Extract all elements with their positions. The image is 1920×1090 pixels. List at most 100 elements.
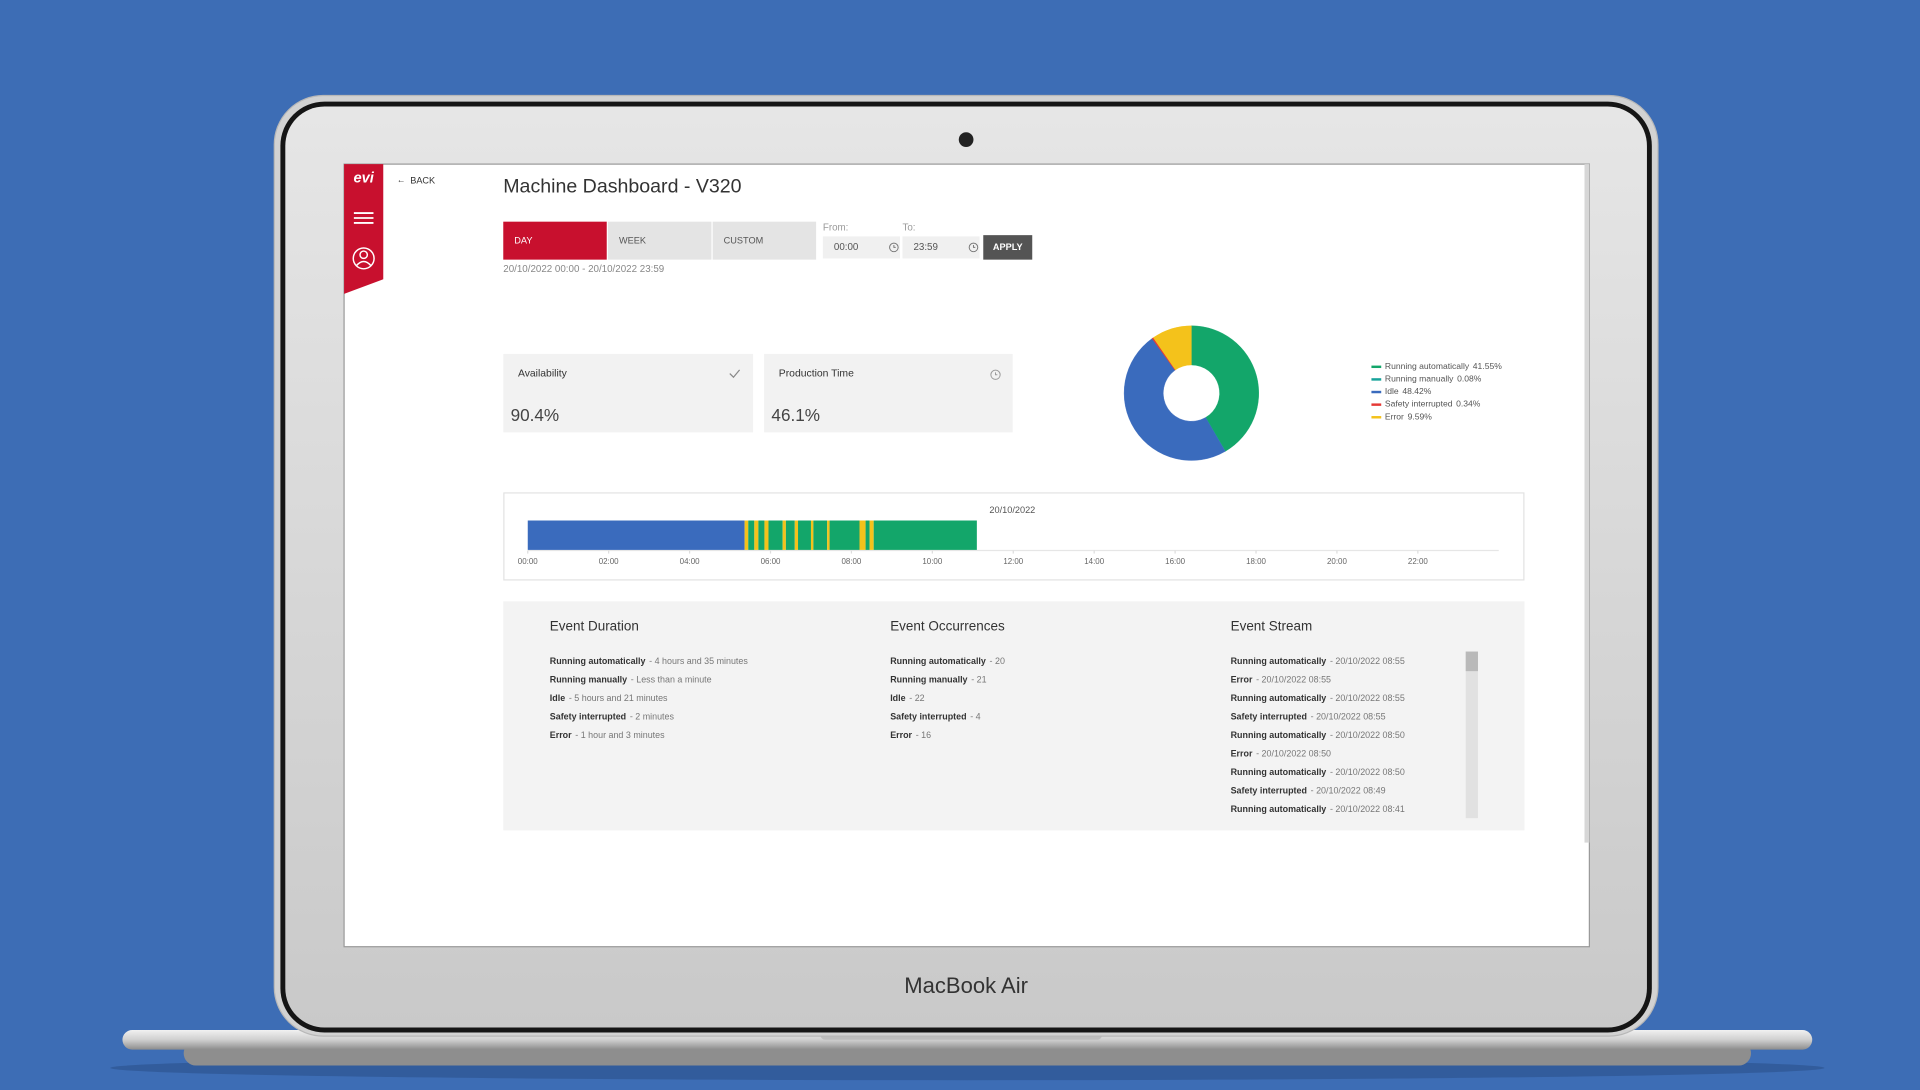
event-label: Running automatically: [1231, 767, 1327, 777]
tab[interactable]: [503, 221, 607, 260]
apply-label[interactable]: APPLY: [993, 242, 1023, 252]
kpi-value: 90.4%: [511, 405, 560, 425]
date-range: 20/10/2022 00:00 - 20/10/2022 23:59: [503, 264, 664, 275]
timeline-segment: [782, 520, 786, 550]
events-title: Event Duration: [550, 619, 639, 634]
events-panel: [503, 601, 1525, 831]
timeline-date: 20/10/2022: [989, 505, 1035, 515]
event-item: Error - 20/10/2022 08:50: [1231, 749, 1331, 759]
timeline-segment: [527, 520, 745, 550]
kpi-label: Availability: [518, 368, 568, 379]
camera: [958, 132, 974, 147]
event-label: Idle: [550, 693, 565, 703]
event-detail: - 20/10/2022 08:41: [1330, 804, 1405, 814]
event-item: Safety interrupted - 20/10/2022 08:49: [1231, 786, 1386, 796]
event-label: Running automatically: [890, 656, 986, 666]
timeline-segment: [869, 520, 874, 550]
event-item: Running manually - 21: [890, 675, 986, 685]
event-label: Safety interrupted: [550, 712, 626, 722]
legend-entry: Error 9.59%: [1385, 412, 1432, 422]
legend-label: Idle: [1385, 386, 1399, 396]
timeline-segment: [744, 520, 749, 550]
event-item: Error - 20/10/2022 08:55: [1231, 675, 1331, 685]
event-detail: - 16: [916, 730, 931, 740]
event-detail: - 20: [990, 656, 1005, 666]
logo[interactable]: evi: [353, 171, 374, 187]
event-item: Running automatically - 20: [890, 656, 1005, 666]
event-item: Running automatically - 4 hours and 35 mi…: [550, 656, 749, 666]
event-detail: - 5 hours and 21 minutes: [569, 693, 668, 703]
tab-label[interactable]: DAY: [514, 236, 532, 246]
tab[interactable]: [712, 221, 817, 260]
event-detail: - 21: [971, 675, 986, 685]
clock-icon: [990, 369, 1001, 380]
x-tick-label: 10:00: [922, 557, 942, 566]
event-label: Running manually: [550, 675, 627, 685]
x-tick-label: 08:00: [841, 557, 861, 566]
timeline-segment: [798, 520, 811, 550]
event-detail: - 20/10/2022 08:49: [1311, 786, 1386, 796]
event-detail: - 20/10/2022 08:50: [1330, 767, 1405, 777]
legend-value: 0.34%: [1456, 399, 1481, 409]
legend-label: Running manually: [1385, 374, 1454, 384]
pie-slice: [1123, 338, 1226, 461]
to-value[interactable]: 23:59: [913, 242, 937, 253]
event-item: Error - 16: [890, 730, 931, 740]
kpi-card: [764, 353, 1013, 433]
to-input[interactable]: [902, 236, 980, 259]
event-detail: - 20/10/2022 08:50: [1330, 730, 1405, 740]
apply-button[interactable]: [983, 235, 1033, 260]
events-title: Event Stream: [1231, 619, 1313, 634]
to-label: To:: [902, 222, 915, 233]
event-item: Running manually - Less than a minute: [550, 675, 712, 685]
event-detail: - 20/10/2022 08:55: [1311, 712, 1386, 722]
legend-value: 48.42%: [1402, 386, 1431, 396]
x-tick-label: 12:00: [1003, 557, 1023, 566]
x-tick-label: 22:00: [1408, 557, 1428, 566]
event-label: Safety interrupted: [1231, 786, 1307, 796]
stream-scrollbar[interactable]: [1465, 651, 1478, 819]
tab-label[interactable]: WEEK: [619, 236, 647, 246]
legend-entry: Running manually 0.08%: [1385, 374, 1482, 384]
legend-value: 9.59%: [1408, 412, 1433, 422]
check-icon: [729, 369, 741, 379]
x-tick-label: 18:00: [1246, 557, 1266, 566]
timeline-segment: [810, 520, 814, 550]
back-link[interactable]: BACK: [410, 176, 436, 186]
event-detail: - 1 hour and 3 minutes: [575, 730, 665, 740]
legend-label: Error: [1385, 412, 1404, 422]
kpi-value: 46.1%: [771, 405, 820, 425]
pie-slice: [1191, 325, 1259, 452]
page-scrollbar[interactable]: [1584, 164, 1590, 843]
kpi-label: Production Time: [779, 368, 854, 379]
x-tick-label: 04:00: [680, 557, 700, 566]
legend-entry: Safety interrupted 0.34%: [1385, 399, 1481, 409]
event-item: Running automatically - 20/10/2022 08:50: [1231, 730, 1405, 740]
event-detail: - Less than a minute: [631, 675, 712, 685]
event-detail: - 20/10/2022 08:55: [1330, 693, 1405, 703]
menu-icon[interactable]: [353, 212, 374, 224]
event-item: Idle - 5 hours and 21 minutes: [550, 693, 668, 703]
event-label: Running automatically: [1231, 656, 1327, 666]
back-arrow[interactable]: ←: [397, 174, 406, 184]
x-tick-label: 16:00: [1165, 557, 1185, 566]
user-icon[interactable]: [352, 247, 375, 270]
x-tick-label: 20:00: [1327, 557, 1347, 566]
tab-label[interactable]: CUSTOM: [724, 236, 764, 246]
event-label: Error: [1231, 675, 1253, 685]
stream-scroll-thumb[interactable]: [1465, 651, 1478, 672]
event-label: Error: [1231, 749, 1253, 759]
event-item: Error - 1 hour and 3 minutes: [550, 730, 665, 740]
event-item: Safety interrupted - 4: [890, 712, 980, 722]
clock-icon: [889, 242, 899, 253]
from-input[interactable]: [822, 236, 900, 259]
event-label: Safety interrupted: [890, 712, 966, 722]
x-tick-label: 00:00: [518, 557, 538, 566]
events-title: Event Occurrences: [890, 619, 1005, 634]
event-detail: - 4 hours and 35 minutes: [649, 656, 748, 666]
event-item: Safety interrupted - 2 minutes: [550, 712, 675, 722]
tab[interactable]: [607, 221, 712, 260]
event-label: Error: [550, 730, 572, 740]
timeline-segment: [768, 520, 783, 550]
from-value[interactable]: 00:00: [834, 242, 859, 253]
